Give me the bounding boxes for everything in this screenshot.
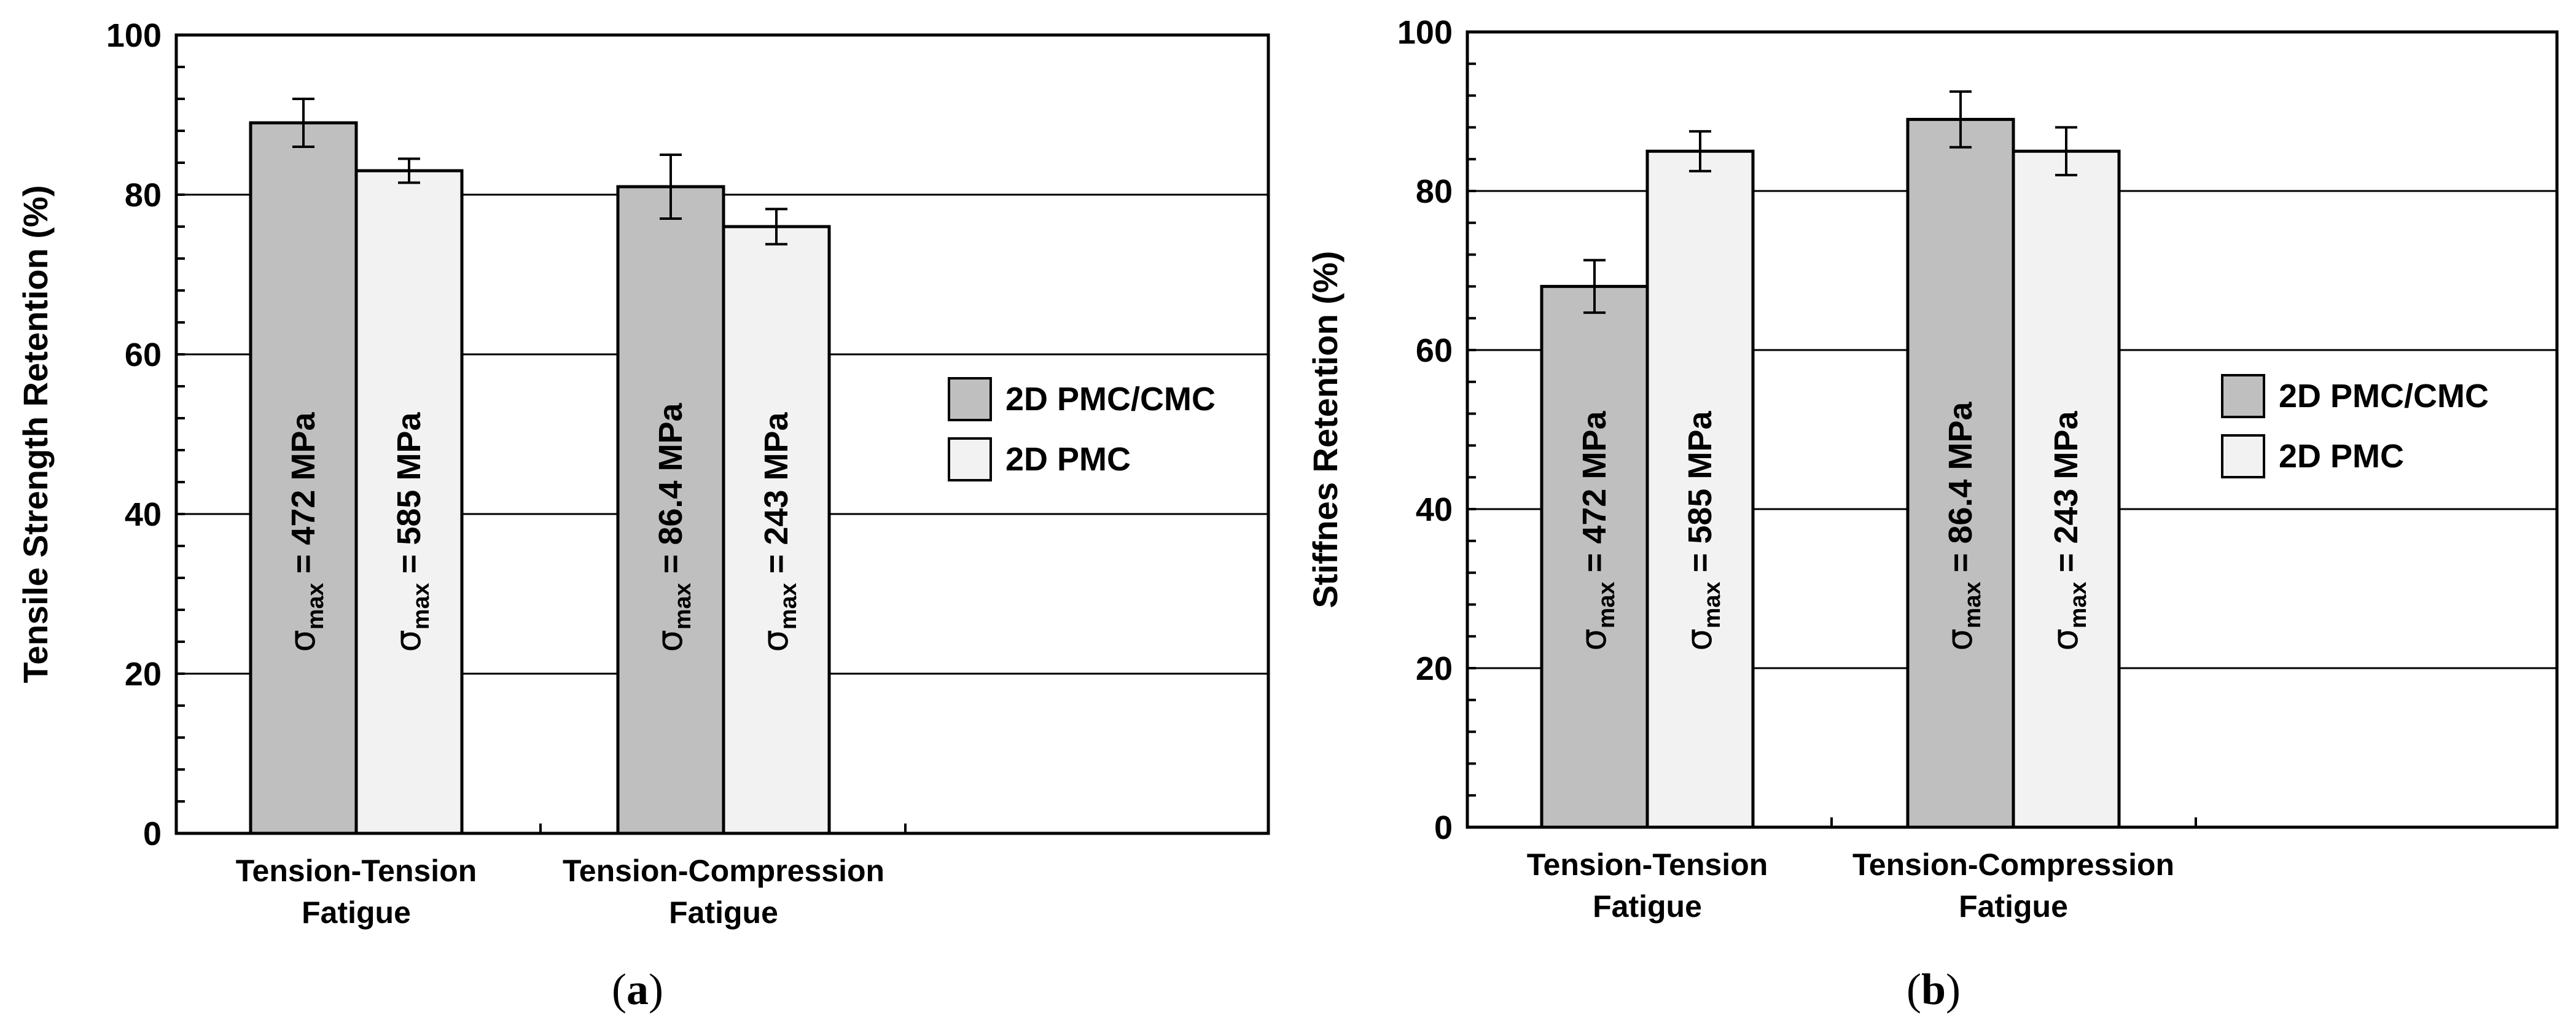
bar-label-sigma: σ xyxy=(754,629,796,652)
y-tick-label: 80 xyxy=(125,177,162,214)
x-category-label: Tension-Compression xyxy=(563,854,884,888)
error-bar xyxy=(1583,259,1606,314)
bar xyxy=(249,121,358,835)
bar-label-value: = 472 MPa xyxy=(1576,411,1613,582)
error-bar xyxy=(2055,126,2077,177)
bar-label-value: = 243 MPa xyxy=(2048,411,2085,582)
bar-label-value: = 243 MPa xyxy=(758,412,795,583)
bar-label-sigma: σ xyxy=(649,629,690,652)
x-category-label: Fatigue xyxy=(302,895,411,930)
y-tick-label: 60 xyxy=(125,337,162,373)
bar-label-subscript: max xyxy=(2066,582,2091,628)
y-tick-label: 100 xyxy=(106,17,162,54)
caption-open-paren: ( xyxy=(1907,965,1921,1014)
bar-label: σmax = 472 MPa xyxy=(281,412,329,652)
x-category-label: Tension-Tension xyxy=(236,854,477,888)
y-tick-label: 60 xyxy=(1416,332,1453,369)
bar xyxy=(1540,284,1649,829)
bar-label: σmax = 86.4 MPa xyxy=(1938,402,1986,651)
bar xyxy=(1645,149,1755,829)
bar-label-sigma: σ xyxy=(281,629,323,652)
error-bar xyxy=(765,208,787,246)
caption-open-paren: ( xyxy=(612,965,626,1014)
caption-close-paren: ) xyxy=(1946,965,1961,1014)
bar xyxy=(722,225,831,835)
bar xyxy=(354,169,464,835)
legend-swatch xyxy=(2221,374,2265,418)
legend-label: 2D PMC xyxy=(1005,441,1131,478)
y-tick-label: 0 xyxy=(1434,809,1453,846)
bar-label: σmax = 243 MPa xyxy=(754,412,802,652)
y-axis-title: Tensile Strength Retention (%) xyxy=(16,185,55,684)
y-tick-label: 20 xyxy=(125,656,162,693)
caption-close-paren: ) xyxy=(649,965,663,1014)
bar-label-subscript: max xyxy=(1700,582,1725,628)
bar-label-subscript: max xyxy=(408,583,434,629)
x-category-label: Tension-Tension xyxy=(1527,847,1768,882)
error-bar xyxy=(1689,130,1711,173)
bar-label-value: = 472 MPa xyxy=(285,412,322,583)
y-tick-label: 80 xyxy=(1416,173,1453,210)
legend-label: 2D PMC/CMC xyxy=(2279,378,2489,415)
bar-label: σmax = 243 MPa xyxy=(2044,411,2091,651)
x-category-label: Tension-Compression xyxy=(1852,847,2174,882)
error-bar xyxy=(1950,90,1972,149)
bar-label-subscript: max xyxy=(670,583,696,629)
bar-label-sigma: σ xyxy=(1572,628,1614,651)
y-axis-title: Stiffnes Retention (%) xyxy=(1306,251,1345,609)
bar-label-subscript: max xyxy=(776,583,802,629)
bar xyxy=(2012,149,2121,829)
bar-label-sigma: σ xyxy=(1938,628,1980,651)
caption-letter: b xyxy=(1921,965,1946,1014)
panel-caption: (b) xyxy=(1907,965,1961,1014)
error-bar xyxy=(398,157,420,184)
legend-swatch xyxy=(948,377,992,421)
y-tick-label: 40 xyxy=(1416,491,1453,528)
bar-label-subscript: max xyxy=(303,583,329,629)
caption-letter: a xyxy=(626,965,649,1014)
error-bar xyxy=(292,98,314,148)
bar-label: σmax = 472 MPa xyxy=(1572,411,1620,651)
legend-swatch xyxy=(2221,434,2265,478)
bar-label-subscript: max xyxy=(1594,582,1620,628)
panel-caption: (a) xyxy=(612,965,663,1014)
legend: 2D PMC/CMC 2D PMC xyxy=(948,377,1216,481)
error-bar xyxy=(660,154,682,220)
bar xyxy=(616,185,725,835)
bar-label-value: = 585 MPa xyxy=(391,412,427,583)
bar-label-value: = 86.4 MPa xyxy=(652,403,689,583)
bar-label-sigma: σ xyxy=(387,629,429,652)
bar-label-value: = 585 MPa xyxy=(1682,411,1719,582)
chart-panel-a: 0 20 40 60 80 100 Tensile Strength Retention (… xyxy=(16,17,1270,1014)
y-tick-label: 0 xyxy=(143,816,162,852)
y-tick-label: 40 xyxy=(125,496,162,533)
y-tick-label: 20 xyxy=(1416,650,1453,687)
legend: 2D PMC/CMC 2D PMC xyxy=(2221,374,2489,478)
bar-label: σmax = 86.4 MPa xyxy=(649,403,696,652)
bar-label-sigma: σ xyxy=(2044,628,2086,651)
bar-label-subscript: max xyxy=(1960,582,1986,628)
bar-label: σmax = 585 MPa xyxy=(387,412,434,652)
y-tick-label: 100 xyxy=(1397,14,1453,51)
x-category-label: Fatigue xyxy=(1593,889,1702,924)
legend-label: 2D PMC/CMC xyxy=(1005,381,1216,418)
bar-label: σmax = 585 MPa xyxy=(1678,411,1725,651)
legend-swatch xyxy=(948,437,992,481)
legend-label: 2D PMC xyxy=(2279,438,2404,475)
x-category-label: Fatigue xyxy=(669,895,778,930)
bar-label-value: = 86.4 MPa xyxy=(1942,402,1979,582)
bar-label-sigma: σ xyxy=(1678,628,1720,651)
x-category-label: Fatigue xyxy=(1959,889,2068,924)
